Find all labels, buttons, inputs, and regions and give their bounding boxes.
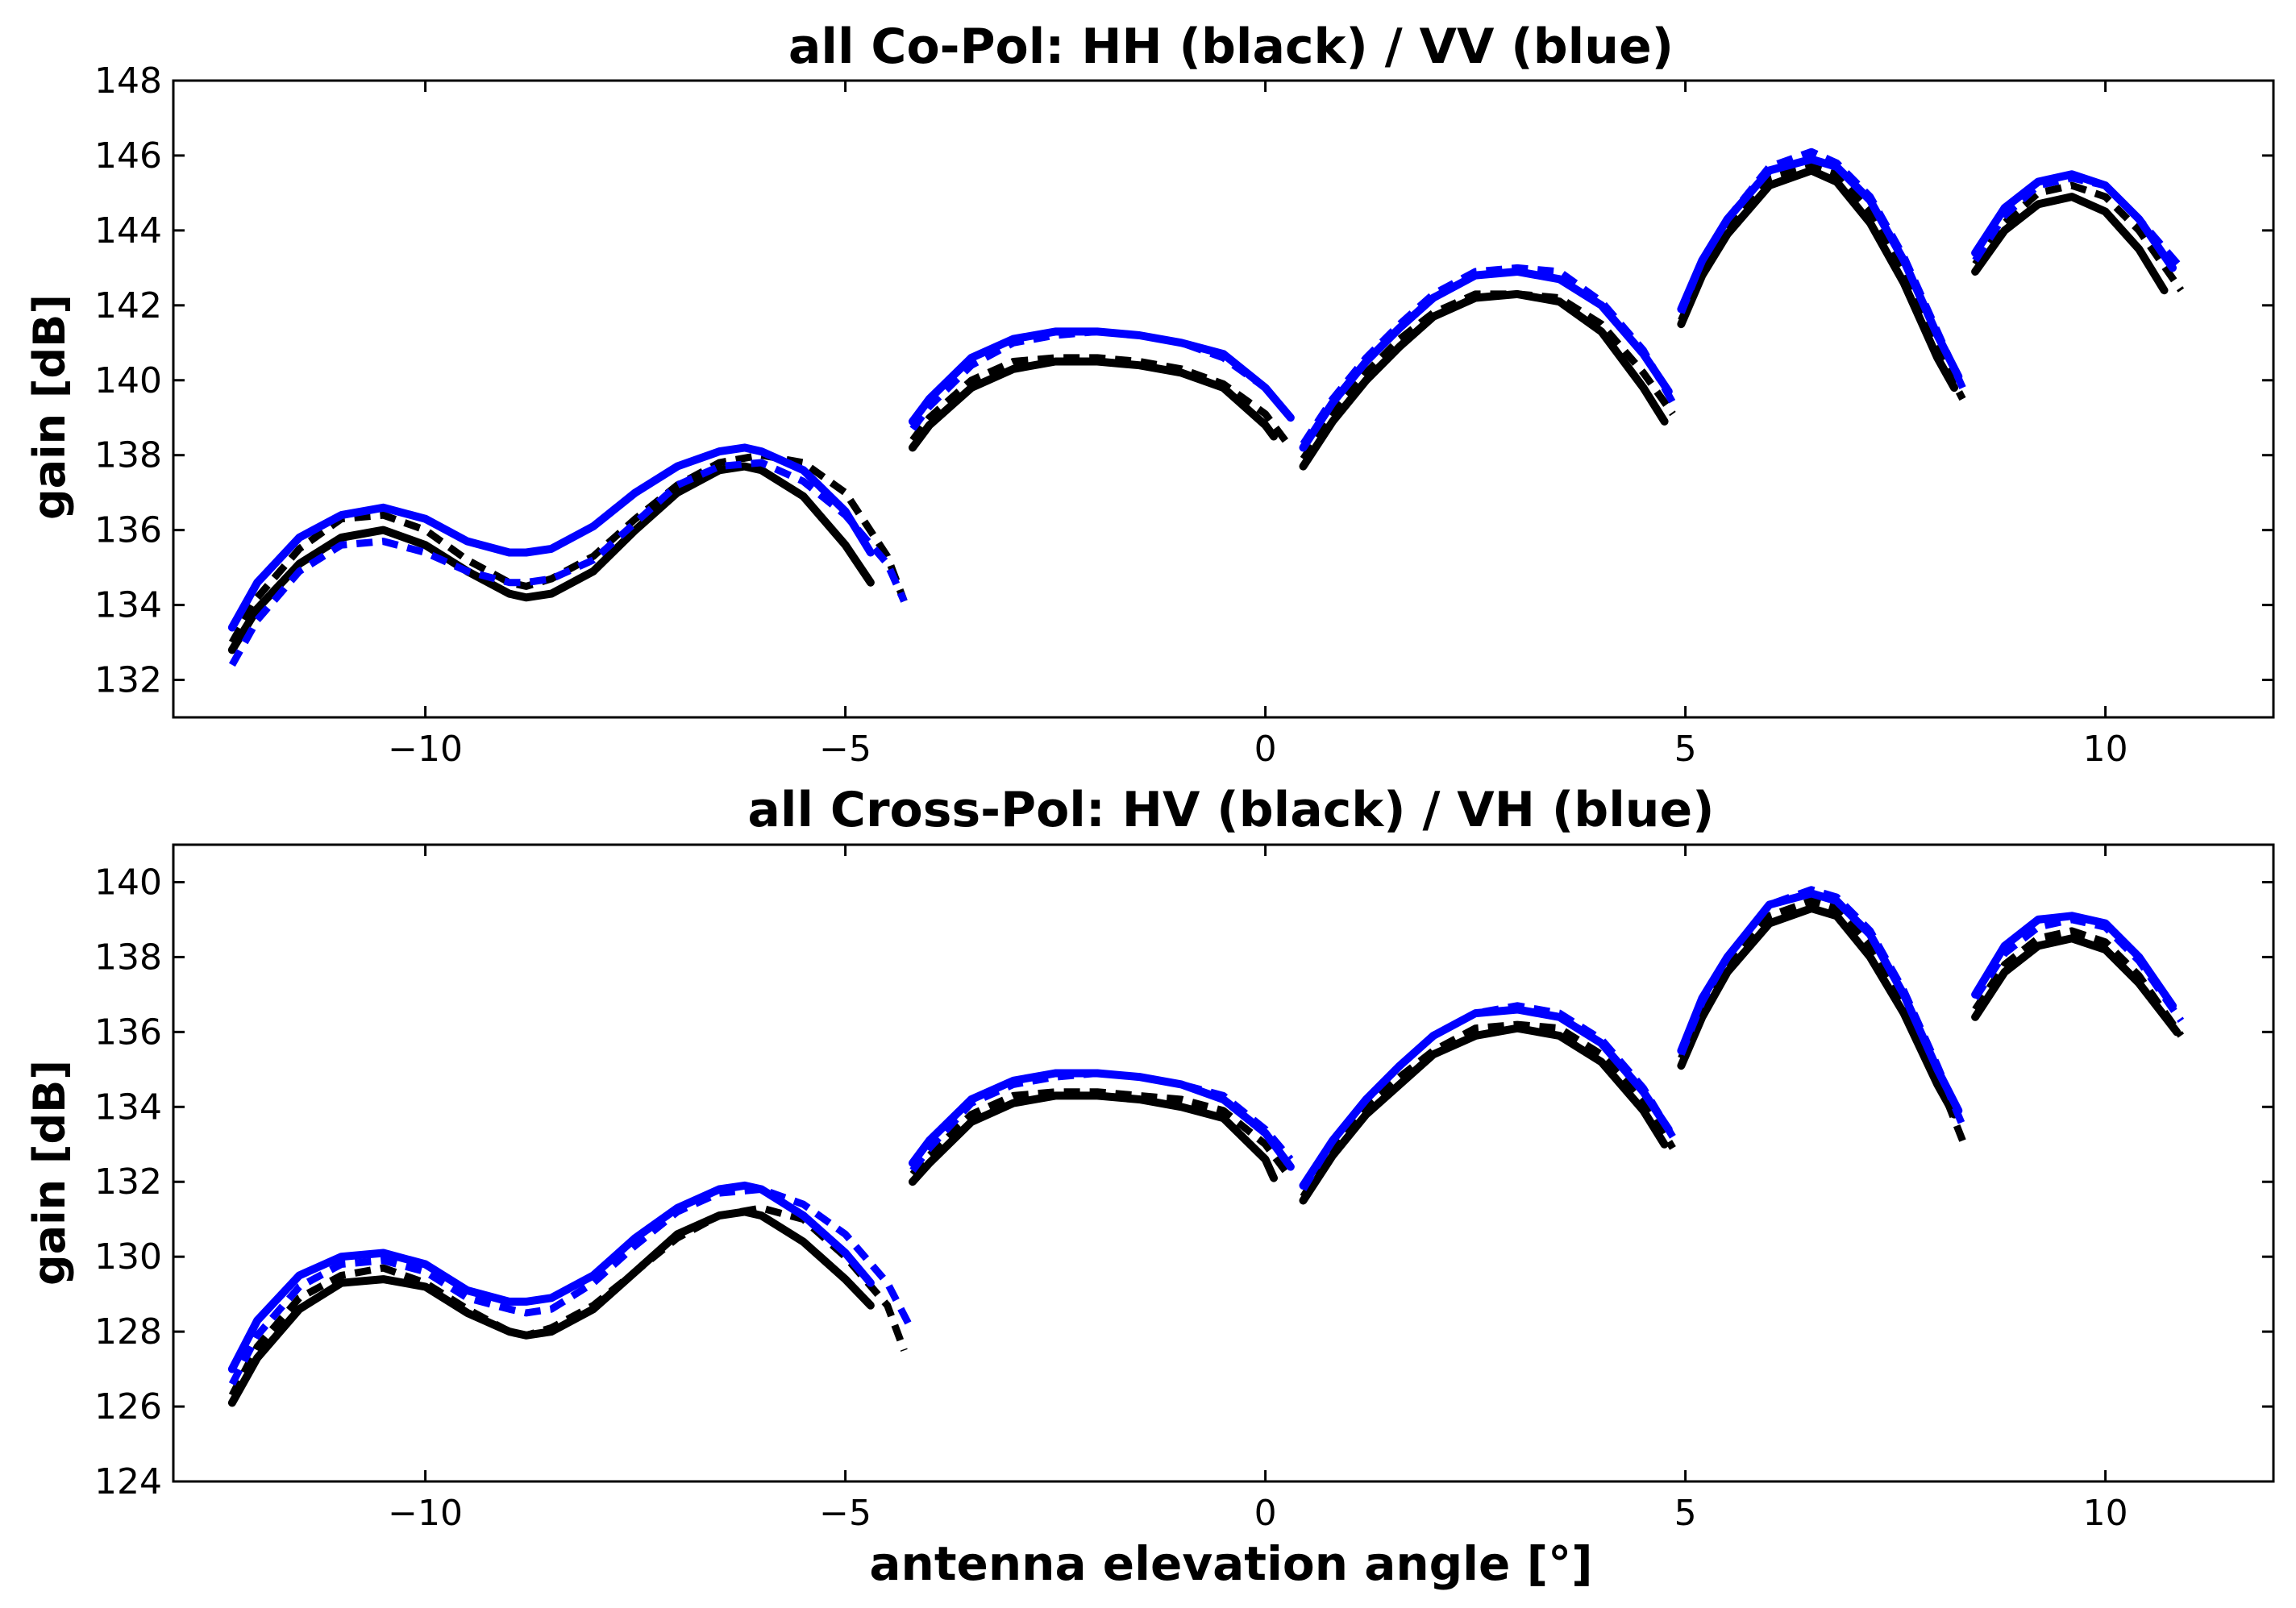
y-tick-label: 142 [94,285,162,326]
vh-dashed-line-segment-3 [1300,1002,1676,1191]
vh-solid-line-segment-1 [227,1181,875,1373]
x-tick-label: 10 [2083,729,2128,770]
cross-pol-plot-area: −10 −5 0 5 10 124 126 128 130 132 134 136 138 140 [94,843,2275,1534]
y-tick-label: 132 [94,660,162,701]
y-tick-label: 140 [94,360,162,401]
co-pol-panel: all Co-Pol: HH (black) / VV (blue) gain … [24,19,2275,770]
vh-dashed-line-segment-5 [1972,916,2185,1023]
y-tick-label: 144 [94,210,162,251]
cross-pol-y-axis-label: gain [dB] [24,1060,75,1286]
hv-dashed-line-segment-3 [1300,1020,1676,1199]
hh-solid-line-segment-4 [1677,166,1958,393]
x-tick-label: 0 [1254,1493,1277,1534]
co-pol-y-axis-label: gain [dB] [24,294,75,520]
cross-pol-title: all Cross-Pol: HV (black) / VH (blue) [747,782,1714,838]
cross-pol-panel: all Cross-Pol: HV (black) / VH (blue) ga… [24,782,2275,1591]
vv-dashed-line-segment-5 [1972,174,2184,271]
axes-frame [172,79,2275,719]
vh-dashed-line-segment-1 [228,1186,916,1386]
y-tick-label: 132 [94,1161,162,1203]
hh-dashed-line-segment-2 [909,354,1294,451]
vh-dashed-line-segment-4 [1678,886,1966,1128]
vv-dashed-line-segment-1 [228,459,908,667]
hv-solid-line-segment-5 [1971,934,2182,1037]
vv-solid-line-segment-1 [227,443,875,632]
hv-solid-line-segment-2 [909,1091,1278,1186]
y-tick-label: 146 [94,135,162,177]
vv-dashed-line-segment-2 [909,327,1294,431]
x-tick-label: 10 [2083,1493,2128,1534]
hh-solid-line-segment-5 [1971,193,2169,295]
hv-dashed-line-segment-5 [1972,927,2185,1038]
x-axis-label: antenna elevation angle [°] [869,1536,1592,1591]
y-tick-label: 126 [94,1386,162,1427]
co-pol-title: all Co-Pol: HH (black) / VV (blue) [788,19,1674,75]
hh-dashed-line-segment-5 [1972,181,2185,293]
hv-dashed-line-segment-2 [909,1088,1294,1181]
y-tick-label: 134 [94,1087,162,1128]
y-tick-label: 138 [94,435,162,476]
y-tick-label: 136 [94,510,162,551]
y-tick-label: 136 [94,1012,162,1053]
hh-dashed-line-segment-3 [1300,290,1676,461]
axes-frame [172,843,2275,1483]
vh-dashed-line-segment-2 [909,1070,1294,1173]
co-pol-plot-area: −10 −5 0 5 10 132 134 136 138 140 142 144 146 148 [94,60,2275,770]
x-tick-label: 0 [1254,729,1277,770]
x-tick-label: 5 [1674,729,1697,770]
x-tick-label: −10 [388,729,463,770]
x-tick-label: 5 [1674,1493,1697,1534]
y-tick-label: 140 [94,862,162,903]
x-tick-label: −10 [388,1493,463,1534]
y-tick-label: 148 [94,60,162,102]
y-tick-label: 124 [94,1461,162,1502]
y-tick-label: 134 [94,585,162,626]
x-tick-label: −5 [819,1493,871,1534]
y-tick-label: 128 [94,1311,162,1352]
hv-solid-line-segment-4 [1677,904,1958,1119]
y-tick-label: 138 [94,937,162,978]
hh-solid-line-segment-1 [227,462,875,654]
x-tick-label: −5 [819,729,871,770]
series-group [227,886,2185,1407]
hh-dashed-line-segment-4 [1678,163,1966,401]
hh-solid-line-segment-2 [909,357,1278,452]
vv-dashed-line-segment-4 [1678,148,1966,389]
series-group [227,148,2185,667]
y-tick-label: 130 [94,1236,162,1278]
hv-solid-line-segment-3 [1299,1024,1669,1205]
vv-dashed-line-segment-3 [1300,264,1676,447]
